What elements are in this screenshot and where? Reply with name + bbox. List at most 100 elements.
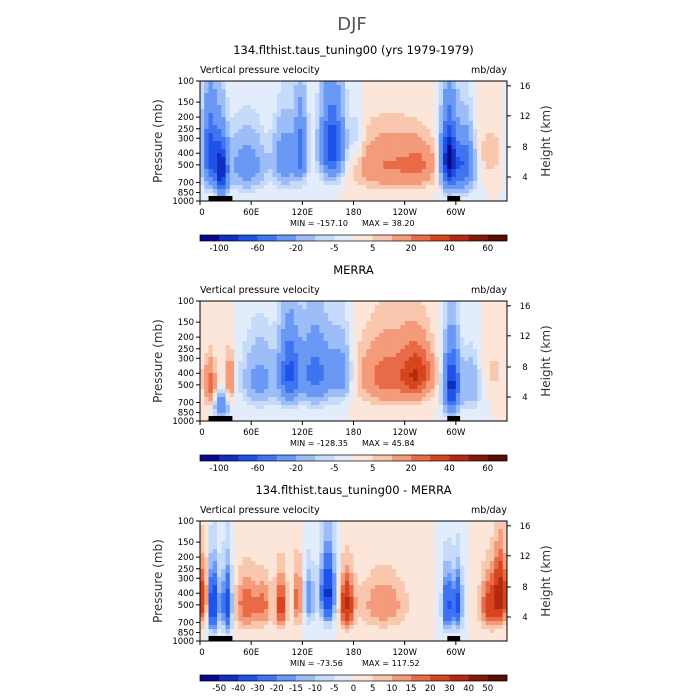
colorbar-label: -60 [251,244,265,254]
heatmap-cell [217,397,222,402]
heatmap-cell [306,133,312,138]
heatmap-cell [319,313,325,318]
heatmap-cell [238,405,244,410]
heatmap-cell [430,413,435,418]
heatmap-cell [225,529,231,534]
heatmap-cell [298,373,303,378]
heatmap-cell [451,117,457,122]
heatmap-cell [263,129,269,134]
heatmap-cell [391,133,397,138]
heatmap-cell [357,537,363,542]
heatmap-cell [408,325,414,330]
heatmap-cell [212,529,218,534]
heatmap-cell [336,81,342,86]
heatmap-cell [472,109,478,114]
heatmap-cell [447,329,452,334]
heatmap-cell [434,409,440,414]
heatmap-cell [242,529,248,534]
heatmap-cell [353,177,359,182]
heatmap-cell [451,393,457,398]
heatmap-cell [468,121,474,126]
heatmap-cell [468,521,474,526]
heatmap-cell [443,153,448,158]
heatmap-cell [344,525,350,530]
heatmap-cell [315,325,320,330]
heatmap-cell [259,121,265,126]
heatmap-cell [485,313,491,318]
heatmap-cell [298,173,303,178]
heatmap-cell [315,113,320,118]
heatmap-cell [336,341,342,346]
heatmap-cell [259,133,265,138]
heatmap-cell [268,397,273,402]
heatmap-cell [502,165,508,170]
heatmap-cell [489,401,495,406]
heatmap-cell [421,533,427,538]
heatmap-cell [259,89,265,94]
heatmap-cell [451,313,457,318]
heatmap-cell [263,381,269,386]
heatmap-cell [319,153,325,158]
heatmap-cell [293,365,299,370]
heatmap-cell [460,365,465,370]
heatmap-cell [212,189,218,194]
heatmap-cell [234,177,239,182]
heatmap-cell [404,533,410,538]
heatmap-cell [315,405,320,410]
heatmap-cell [434,341,440,346]
heatmap-cell [349,177,354,182]
heatmap-cell [212,153,218,158]
heatmap-cell [502,381,508,386]
heatmap-cell [238,189,244,194]
heatmap-cell [200,177,205,182]
heatmap-cell [374,97,380,102]
heatmap-cell [362,349,367,354]
heatmap-cell [489,181,495,186]
heatmap-cell [259,161,265,166]
heatmap-cell [477,533,482,538]
heatmap-cell [434,389,440,394]
heatmap-cell [353,305,359,310]
heatmap-cell [408,137,414,142]
heatmap-cell [451,405,457,410]
heatmap-cell [489,349,495,354]
heatmap-cell [353,321,359,326]
heatmap-cell [340,101,346,106]
heatmap-cell [276,157,282,162]
heatmap-cell [204,325,209,330]
heatmap-cell [391,89,397,94]
heatmap-cell [430,329,435,334]
heatmap-cell [366,117,371,122]
heatmap-cell [498,81,504,86]
heatmap-cell [306,409,312,414]
heatmap-cell [259,377,265,382]
heatmap-cell [438,169,444,174]
heatmap-cell [353,393,359,398]
heatmap-cell [396,397,401,402]
heatmap-cell [481,377,487,382]
heatmap-cell [323,537,329,542]
heatmap-cell [451,173,457,178]
heatmap-cell [379,173,384,178]
heatmap-cell [387,185,393,190]
heatmap-cell [208,377,214,382]
heatmap-cell [421,385,427,390]
heatmap-cell [425,409,431,414]
heatmap-cell [421,397,427,402]
heatmap-cell [229,361,235,366]
heatmap-cell [387,325,393,330]
heatmap-cell [234,405,239,410]
colorbar-swatch [295,235,316,241]
heatmap-cell [396,413,401,418]
heatmap-cell [468,349,474,354]
heatmap-cell [494,533,499,538]
heatmap-cell [468,393,474,398]
heatmap-cell [315,545,320,550]
heatmap-cell [349,153,354,158]
heatmap-cell [498,541,504,546]
heatmap-cell [451,149,457,154]
heatmap-cell [425,177,431,182]
heatmap-cell [306,157,312,162]
heatmap-cell [302,105,307,110]
heatmap-cell [263,361,269,366]
